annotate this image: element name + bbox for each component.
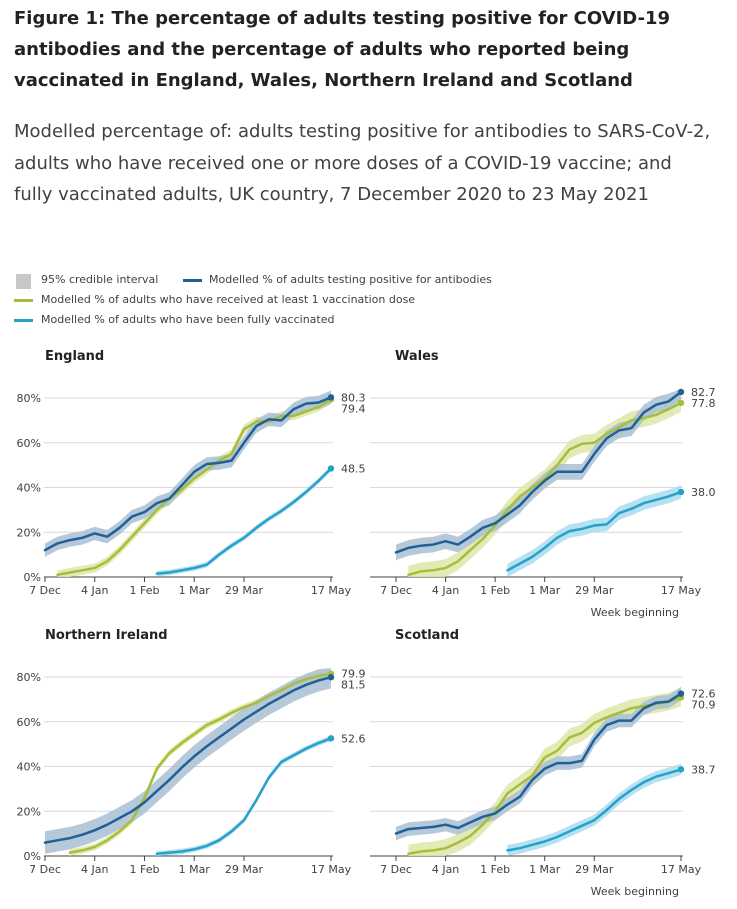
legend-ci-label: 95% credible interval [41,273,159,286]
full-line-icon [14,319,33,322]
scotland-x-tick-label: 4 Jan [432,863,459,876]
scotland-dose1-end-label: 70.9 [691,699,716,712]
northern-ireland-dose1-end-label: 79.9 [341,668,366,681]
scotland-antibodies-end-label: 72.6 [691,688,716,701]
england-y-tick-label: 60% [17,437,41,450]
northern-ireland-full-end-point [327,735,335,742]
scotland-x-tick-label: 29 Mar [575,863,614,876]
wales-x-axis-label: Week beginning [591,606,679,619]
wales-x-tick-label: 7 Dec [380,584,412,597]
scotland-x-tick-label: 17 May [661,863,702,876]
scotland-full-end-label: 38.7 [691,763,716,776]
northern-ireland-x-tick-label: 1 Mar [179,863,211,876]
antibodies-line-icon [183,279,202,282]
wales-dose1-line [407,401,683,577]
wales-dose1-end-point [677,399,685,407]
northern-ireland-y-tick-label: 60% [17,716,41,729]
england-y-tick-label: 40% [17,482,41,495]
northern-ireland-antibodies-end-point [327,674,335,681]
northern-ireland-y-tick-label: 20% [17,805,41,818]
scotland-x-axis-label: Week beginning [591,885,679,898]
northern-ireland-title: Northern Ireland [45,628,168,643]
scotland-full-line [506,768,683,852]
wales-x-tick-label: 4 Jan [432,584,459,597]
england-dose1-ci-band [57,394,332,577]
northern-ireland-x-tick-label: 29 Mar [225,863,264,876]
wales-full-ci-band [507,485,681,577]
northern-ireland-antibodies-end-label: 81.5 [341,679,366,692]
wales-full-end-label: 38.0 [691,486,716,499]
wales-antibodies-end-label: 82.7 [691,386,716,399]
legend-full-label: Modelled % of adults who have been fully… [41,313,335,326]
england-title: England [45,349,104,364]
scotland-full-end-point [677,766,685,773]
figure-title: Figure 1: The percentage of adults testi… [14,8,671,91]
england-y-tick-label: 80% [17,392,41,405]
northern-ireland-full-line [155,737,333,856]
wales-x-tick-label: 1 Mar [529,584,561,597]
scotland-antibodies-end-point [677,690,685,697]
england-x-tick-label: 1 Mar [179,584,211,597]
england-full-line [155,467,333,575]
scotland-x-tick-label: 1 Feb [480,863,510,876]
wales-dose1-end-label: 77.8 [691,397,716,410]
scotland-x-tick-label: 1 Mar [529,863,561,876]
scotland-antibodies-line [394,692,683,835]
northern-ireland-full-ci-band [156,735,331,856]
northern-ireland-x-tick-label: 4 Jan [81,863,108,876]
northern-ireland-y-tick-label: 40% [17,761,41,774]
northern-ireland-dose1-line [68,672,333,854]
england-full-end-point [327,465,335,472]
england-dose1-end-label: 79.4 [341,402,366,415]
wales-title: Wales [395,349,439,364]
legend-antibodies-label: Modelled % of adults testing positive fo… [209,273,492,286]
figure-subtitle: Modelled percentage of: adults testing p… [14,121,711,205]
scotland-x-tick-label: 7 Dec [380,863,412,876]
england-x-tick-label: 1 Feb [129,584,159,597]
wales-x-tick-label: 29 Mar [575,584,614,597]
england-full-end-label: 48.5 [341,462,366,475]
scotland-title: Scotland [395,628,459,643]
wales-full-line [506,490,683,572]
england-x-tick-label: 4 Jan [81,584,108,597]
wales-x-tick-label: 1 Feb [480,584,510,597]
ci-swatch-icon [16,274,31,289]
scotland-dose1-line [407,696,683,856]
northern-ireland-x-tick-label: 1 Feb [129,863,159,876]
wales-full-end-point [677,488,685,496]
wales-antibodies-end-point [677,388,685,396]
northern-ireland-x-tick-label: 7 Dec [29,863,61,876]
england-x-tick-label: 17 May [311,584,352,597]
england-y-tick-label: 20% [17,526,41,539]
dose1-line-icon [14,299,33,302]
legend-dose1-label: Modelled % of adults who have received a… [41,293,416,306]
england-antibodies-end-point [327,394,335,401]
northern-ireland-y-tick-label: 80% [17,671,41,684]
england-antibodies-line [43,396,333,552]
england-antibodies-ci-band [45,390,331,557]
wales-x-tick-label: 17 May [661,584,702,597]
northern-ireland-antibodies-line [43,675,333,844]
england-y-tick-label: 0% [24,571,41,584]
northern-ireland-x-tick-label: 17 May [311,863,352,876]
england-x-tick-label: 7 Dec [29,584,61,597]
wales-antibodies-line [394,390,683,554]
england-x-tick-label: 29 Mar [225,584,264,597]
northern-ireland-y-tick-label: 0% [24,850,41,863]
england-antibodies-end-label: 80.3 [341,391,366,404]
northern-ireland-full-end-label: 52.6 [341,732,366,745]
